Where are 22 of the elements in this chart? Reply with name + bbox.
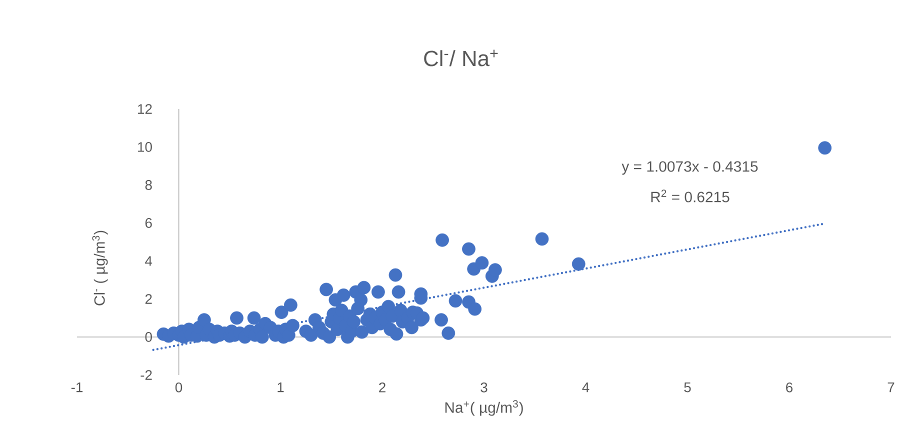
- x-tick-label: 1: [278, 382, 284, 392]
- annotation: y = 1.0073x - 0.4315: [622, 161, 758, 175]
- y-tick-label: 4: [145, 256, 152, 266]
- annotation: R$^{2}$ = 0.6215: [651, 190, 730, 202]
- y-tick-label: 6: [145, 218, 152, 228]
- x-tick-label: 7: [888, 382, 894, 392]
- y-tick-label: 0: [145, 332, 152, 342]
- x-tick-label: 3: [480, 382, 488, 392]
- x-tick-label: 5: [684, 382, 691, 392]
- x-tick-label: 4: [582, 382, 590, 392]
- x-tick-label: -1: [71, 382, 83, 392]
- x-tick-label: 2: [379, 382, 386, 392]
- y-tick-label: 12: [138, 104, 152, 114]
- y-axis-title: Cl$^{-}$ ( µg/m$^{3}$): [92, 230, 108, 306]
- x-tick-label: 6: [786, 382, 793, 392]
- x-tick-label: 0: [175, 382, 182, 392]
- y-tick-label: 2: [145, 294, 152, 304]
- y-tick-label: 10: [138, 142, 152, 152]
- y-tick-label: -2: [140, 370, 152, 380]
- chart-title: Cl$^{-}$/ Na$^{+}$: [424, 50, 498, 66]
- y-tick-label: 8: [145, 180, 152, 190]
- x-axis-title: Na$^{+}$( µg/m$^{3}$): [445, 400, 523, 416]
